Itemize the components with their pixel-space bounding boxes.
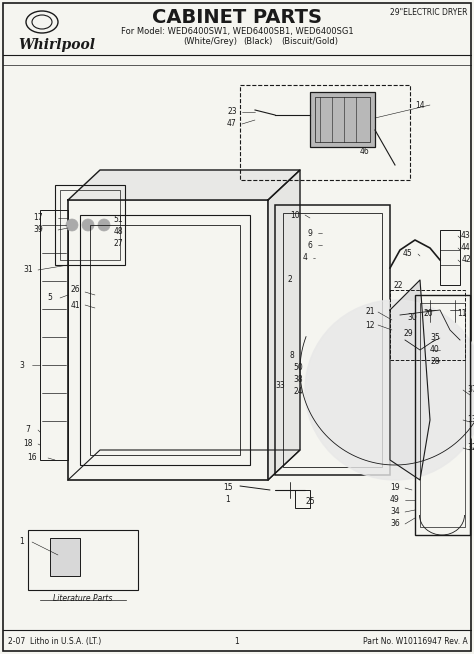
Text: 35: 35: [430, 334, 440, 343]
Bar: [60, 190, 120, 260]
Bar: [390, 290, 465, 360]
Text: 21: 21: [365, 307, 375, 317]
Text: 1: 1: [19, 538, 24, 547]
Text: 49: 49: [390, 496, 400, 504]
Text: 27: 27: [113, 239, 123, 249]
Text: 41: 41: [70, 300, 80, 309]
Bar: [28, 530, 138, 590]
Text: 24: 24: [293, 387, 303, 396]
Text: 42: 42: [461, 256, 471, 264]
Text: 8: 8: [290, 351, 294, 360]
Text: 46: 46: [360, 148, 370, 156]
Circle shape: [305, 300, 474, 480]
Text: Part No. W10116947 Rev. A: Part No. W10116947 Rev. A: [363, 637, 468, 646]
Text: 38: 38: [293, 375, 303, 383]
Text: Literature Parts: Literature Parts: [53, 594, 113, 603]
Polygon shape: [268, 170, 300, 480]
Text: 14: 14: [415, 101, 425, 109]
Text: (White/Grey): (White/Grey): [183, 37, 237, 46]
Bar: [440, 230, 460, 285]
Text: 34: 34: [390, 508, 400, 517]
Text: 11: 11: [457, 309, 467, 317]
Text: 18: 18: [23, 439, 33, 449]
Text: Whirlpool: Whirlpool: [18, 38, 95, 52]
Text: 29"ELECTRIC DRYER: 29"ELECTRIC DRYER: [391, 8, 468, 17]
Bar: [295, 490, 310, 508]
Text: 45: 45: [403, 249, 413, 258]
Text: 16: 16: [27, 453, 37, 462]
Text: 20: 20: [423, 309, 433, 317]
Text: 7: 7: [26, 426, 30, 434]
Text: 28: 28: [430, 358, 440, 366]
Text: 19: 19: [390, 483, 400, 492]
Bar: [275, 205, 390, 475]
Text: 51: 51: [113, 216, 123, 224]
Text: 9: 9: [308, 228, 312, 237]
Text: 2-07  Litho in U.S.A. (LT.): 2-07 Litho in U.S.A. (LT.): [8, 637, 101, 646]
Text: (Biscuit/Gold): (Biscuit/Gold): [282, 37, 338, 46]
Text: 5: 5: [47, 294, 53, 303]
Circle shape: [98, 219, 110, 231]
Text: 33: 33: [275, 381, 285, 390]
Bar: [310, 92, 375, 147]
Text: 4: 4: [302, 254, 308, 262]
Text: 48: 48: [113, 228, 123, 237]
Circle shape: [82, 219, 94, 231]
Text: 47: 47: [227, 120, 237, 128]
Text: 40: 40: [430, 345, 440, 354]
Polygon shape: [390, 280, 430, 480]
Text: 13: 13: [467, 415, 474, 424]
Text: 1: 1: [235, 637, 239, 646]
Circle shape: [66, 219, 78, 231]
Text: 10: 10: [290, 211, 300, 220]
Text: 43: 43: [461, 232, 471, 241]
Text: 1: 1: [226, 494, 230, 504]
Text: 50: 50: [293, 362, 303, 371]
Bar: [68, 200, 268, 480]
Text: 25: 25: [305, 498, 315, 506]
Bar: [415, 295, 470, 535]
Polygon shape: [68, 170, 300, 200]
Text: CABINET PARTS: CABINET PARTS: [152, 8, 322, 27]
Bar: [315, 97, 370, 142]
Bar: [80, 215, 250, 465]
Text: 44: 44: [461, 243, 471, 252]
Bar: [40, 210, 68, 460]
Text: (Black): (Black): [243, 37, 273, 46]
Text: For Model: WED6400SW1, WED6400SB1, WED6400SG1: For Model: WED6400SW1, WED6400SB1, WED64…: [121, 27, 353, 36]
Bar: [50, 538, 80, 576]
Text: 22: 22: [393, 281, 403, 290]
Bar: [283, 213, 382, 467]
Text: 39: 39: [33, 226, 43, 235]
Text: 36: 36: [390, 519, 400, 528]
Text: 37: 37: [467, 385, 474, 394]
Text: 3: 3: [19, 360, 25, 370]
Bar: [55, 185, 125, 265]
Text: 15: 15: [223, 483, 233, 492]
Bar: [240, 85, 410, 180]
Text: 31: 31: [23, 266, 33, 275]
Text: 12: 12: [365, 320, 375, 330]
Text: 29: 29: [403, 328, 413, 337]
Text: 17: 17: [33, 213, 43, 222]
Text: 23: 23: [227, 107, 237, 116]
Bar: [420, 303, 465, 527]
Text: 30: 30: [407, 313, 417, 322]
Text: 2: 2: [288, 275, 292, 284]
Text: 32: 32: [467, 443, 474, 453]
Text: 6: 6: [308, 241, 312, 249]
Text: 26: 26: [70, 286, 80, 294]
Bar: [90, 225, 240, 455]
